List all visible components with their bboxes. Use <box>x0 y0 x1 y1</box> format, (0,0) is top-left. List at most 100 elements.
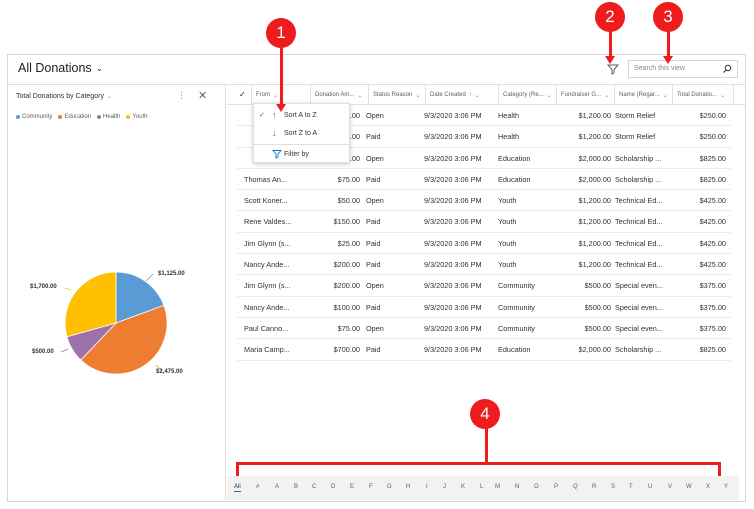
grid-header: ✓ From ⌄ Donation Am... ⌄ Status Reason ⌄ D… <box>227 85 745 105</box>
legend-item-youth[interactable]: Youth <box>126 114 148 120</box>
filter-icon[interactable] <box>606 62 620 76</box>
search-input[interactable]: Search this view <box>628 60 738 78</box>
data-grid: ✓ From ⌄ Donation Am... ⌄ Status Reason ⌄ D… <box>227 85 745 502</box>
jump-letter-h[interactable]: H <box>406 484 411 490</box>
column-header-total-donations[interactable]: Total Donatio... ⌄ <box>672 85 734 105</box>
pie-label-youth: $1,700.00 <box>30 284 57 290</box>
jump-letter-s[interactable]: S <box>611 484 616 490</box>
table-row[interactable]: Thomas An... $75.00 Paid 9/3/2020 3:06 PM Ed… <box>237 169 731 191</box>
table-row[interactable]: Jim Glynn (s... $200.00 Open 9/3/2020 3:06 … <box>237 275 731 297</box>
callout-1-line <box>280 48 283 106</box>
menu-item-filter-by[interactable]: Filter by <box>254 145 349 163</box>
table-row[interactable]: Nancy Ande... $200.00 Paid 9/3/2020 3:06 PM… <box>237 254 731 276</box>
jump-letter-r[interactable]: R <box>592 484 597 490</box>
pie-label-education: $2,475.00 <box>156 369 183 375</box>
pie-label-community: $1,125.00 <box>158 271 185 277</box>
jump-letter-a[interactable]: A <box>275 484 280 490</box>
jump-letter-v[interactable]: V <box>668 484 673 490</box>
column-header-category[interactable]: Category (Re... ⌄ <box>498 85 556 105</box>
jump-letter-w[interactable]: W <box>686 484 692 490</box>
chevron-down-icon: ⌄ <box>106 94 112 100</box>
jump-letter-l[interactable]: L <box>480 484 484 490</box>
callout-3-line <box>667 32 670 58</box>
callout-4-bracket-top <box>236 462 721 465</box>
jump-letter-y[interactable]: Y <box>724 484 729 490</box>
pie-chart-svg <box>60 271 168 375</box>
chevron-down-icon: ⌄ <box>546 92 552 99</box>
chevron-down-icon: ⌄ <box>273 92 279 99</box>
search-placeholder: Search this view <box>634 65 685 72</box>
filter-icon <box>272 150 282 159</box>
chevron-down-icon: ⌄ <box>95 62 104 73</box>
callout-3: 3 <box>653 2 683 32</box>
table-row[interactable]: Maria Camp... $700.00 Paid 9/3/2020 3:06 PM… <box>237 339 731 361</box>
pie-label-health: $500.00 <box>32 349 54 355</box>
jump-letter-g[interactable]: G <box>387 484 392 490</box>
table-row[interactable]: Jim Glynn (s... $25.00 Paid 9/3/2020 3:06 P… <box>237 233 731 255</box>
callout-3-arrow <box>663 56 673 64</box>
column-header-fundraiser-goal[interactable]: Fundraiser G... ⌄ <box>556 85 614 105</box>
search-icon[interactable] <box>722 64 732 74</box>
sort-ascending-icon: ↑ <box>468 92 472 98</box>
pie-slice-youth[interactable] <box>64 271 117 338</box>
callout-4-stem <box>485 428 488 464</box>
jump-letter-k[interactable]: K <box>461 484 466 490</box>
callout-4: 4 <box>470 399 500 429</box>
column-header-donation-amount[interactable]: Donation Am... ⌄ <box>310 85 368 105</box>
alphabet-jump-bar: All # A B C D E F G H I J K L M N O P Q … <box>227 476 739 500</box>
jump-letter-o[interactable]: O <box>534 484 539 490</box>
jump-letter-c[interactable]: C <box>312 484 317 490</box>
table-row[interactable]: Rene Valdes... $150.00 Paid 9/3/2020 3:06 P… <box>237 211 731 233</box>
close-chart-icon[interactable]: ✕ <box>198 90 208 102</box>
jump-letter-e[interactable]: E <box>350 484 355 490</box>
pie-slice-education[interactable] <box>80 304 168 375</box>
chevron-down-icon: ⌄ <box>662 92 668 99</box>
callout-1-arrow <box>276 104 286 112</box>
view-selector[interactable]: All Donations ⌄ <box>18 61 103 75</box>
jump-letter-u[interactable]: U <box>648 484 653 490</box>
menu-item-sort-z-to-a[interactable]: ↓ Sort Z to A <box>272 128 318 138</box>
column-header-date-created[interactable]: Date Created ↑ ⌄ <box>425 85 498 105</box>
jump-letter-all[interactable]: All <box>234 484 241 492</box>
column-header-from[interactable]: From ⌄ <box>251 85 310 105</box>
jump-letter-hash[interactable]: # <box>256 484 260 490</box>
column-header-name[interactable]: Name (Regar... ⌄ <box>614 85 672 105</box>
callout-4-bracket-left <box>236 462 239 476</box>
chart-title: Total Donations by Category <box>16 93 104 100</box>
jump-letter-f[interactable]: F <box>369 484 373 490</box>
legend-item-health[interactable]: Health <box>97 114 120 120</box>
jump-letter-q[interactable]: Q <box>573 484 578 490</box>
more-options-icon[interactable]: ⋮ <box>177 90 186 100</box>
callout-2-arrow <box>605 56 615 64</box>
jump-letter-b[interactable]: B <box>294 484 299 490</box>
menu-item-sort-a-to-z[interactable]: ✓ ↑ Sort A to Z <box>259 110 317 120</box>
callout-4-bracket-right <box>718 462 721 476</box>
chart-panel: Total Donations by Category ⌄ ⋮ ✕ Commun… <box>8 85 226 502</box>
table-row[interactable]: Paul Canno... $75.00 Open 9/3/2020 3:06 PM C… <box>237 318 731 340</box>
callout-2-line <box>609 32 612 58</box>
legend-item-education[interactable]: Education <box>58 114 91 120</box>
jump-letter-m[interactable]: M <box>495 484 500 490</box>
chevron-down-icon: ⌄ <box>720 92 726 99</box>
jump-letter-i[interactable]: I <box>426 484 428 490</box>
table-row[interactable]: Nancy Ande... $100.00 Paid 9/3/2020 3:06 PM… <box>237 297 731 318</box>
chart-selector[interactable]: Total Donations by Category ⌄ <box>16 93 112 100</box>
pie-slice-community[interactable] <box>115 271 165 324</box>
chevron-down-icon: ⌄ <box>357 92 363 99</box>
jump-letter-d[interactable]: D <box>331 484 336 490</box>
pie-chart: $1,125.00 $2,475.00 $500.00 $1,700.00 <box>8 255 226 405</box>
app-window: All Donations ⌄ Search this view Total D… <box>7 54 746 502</box>
jump-letter-n[interactable]: N <box>515 484 520 490</box>
jump-letter-j[interactable]: J <box>443 484 446 490</box>
select-all-checkbox[interactable]: ✓ <box>239 90 246 99</box>
table-row[interactable]: Scott Koner... $50.00 Open 9/3/2020 3:06 PM… <box>237 190 731 212</box>
column-header-status-reason[interactable]: Status Reason ⌄ <box>368 85 425 105</box>
chart-legend: Community Education Health Youth <box>16 114 148 120</box>
legend-item-community[interactable]: Community <box>16 114 52 120</box>
jump-letter-t[interactable]: T <box>629 484 633 490</box>
view-header: All Donations ⌄ Search this view <box>8 55 745 85</box>
jump-letter-p[interactable]: P <box>554 484 559 490</box>
jump-letter-x[interactable]: X <box>706 484 711 490</box>
callout-2: 2 <box>595 2 625 32</box>
